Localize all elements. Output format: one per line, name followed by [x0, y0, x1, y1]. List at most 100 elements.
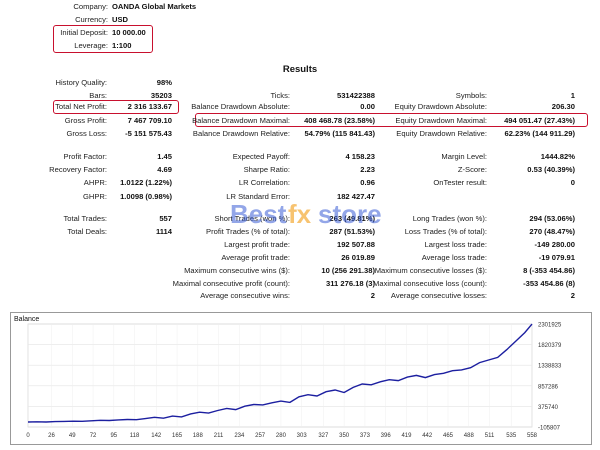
x-tick-label: 26: [48, 433, 55, 439]
stat-label: Equity Drawdown Absolute:: [394, 102, 487, 111]
stat-label: Expected Payoff:: [232, 152, 290, 161]
stat-value: 1.45: [157, 152, 172, 161]
x-tick-label: 488: [464, 433, 475, 439]
watermark-text-best: Best: [230, 199, 287, 229]
x-tick-label: 280: [276, 433, 287, 439]
stat-value: 62.23% (144 911.29): [504, 129, 575, 138]
bestfxstore-watermark: Best fx store: [220, 185, 390, 245]
stat-label: Maximal consecutive profit (count):: [172, 279, 290, 288]
x-tick-label: 72: [90, 433, 97, 439]
stat-value: 408 468.78 (23.58%): [304, 116, 375, 125]
x-tick-label: 95: [110, 433, 117, 439]
stat-label: Total Net Profit:: [55, 102, 107, 111]
stat-label: Gross Loss:: [66, 129, 107, 138]
deposit-value: 10 000.00: [112, 28, 146, 37]
stat-value: 0.96: [360, 178, 375, 187]
stat-label: Profit Trades (% of total):: [206, 227, 290, 236]
stat-label: Average consecutive wins:: [200, 291, 290, 300]
stat-label: Average profit trade:: [221, 253, 290, 262]
stat-value: -149 280.00: [534, 240, 575, 249]
stat-value: 1444.82%: [540, 152, 575, 161]
y-tick-label: 375740: [538, 405, 559, 411]
stat-label: Profit Factor:: [63, 152, 107, 161]
net-profit-highlight-box: [53, 100, 179, 114]
stat-label: Sharpe Ratio:: [243, 165, 290, 174]
stat-value: 0.53 (40.39%): [527, 165, 575, 174]
deposit-label: Initial Deposit:: [60, 28, 108, 37]
x-tick-label: 419: [401, 433, 412, 439]
leverage-value: 1:100: [112, 41, 132, 50]
stat-label: GHPR:: [82, 192, 107, 201]
company-value: OANDA Global Markets: [112, 2, 197, 11]
stat-label: OnTester result:: [433, 178, 487, 187]
stat-value: 557: [159, 214, 172, 223]
stat-label: Margin Level:: [441, 152, 487, 161]
stat-value: 1: [570, 91, 575, 100]
stat-value: 7 467 709.10: [127, 116, 172, 125]
stat-value: 0.00: [360, 102, 375, 111]
stat-label: Average consecutive losses:: [390, 291, 487, 300]
stat-label: Maximum consecutive losses ($):: [374, 266, 487, 275]
x-tick-label: 558: [527, 433, 538, 439]
x-tick-label: 327: [318, 433, 329, 439]
leverage-label: Leverage:: [74, 41, 108, 50]
stat-value: 98%: [156, 78, 172, 87]
x-tick-label: 535: [506, 433, 517, 439]
stat-value: 182 427.47: [336, 192, 375, 201]
stat-value: 192 507.88: [336, 240, 375, 249]
stat-value: 0: [570, 178, 575, 187]
x-tick-label: 49: [69, 433, 76, 439]
deposit-highlight-box: [53, 25, 153, 53]
y-tick-label: -105807: [538, 426, 561, 432]
y-tick-label: 1820379: [538, 343, 562, 349]
stat-label: History Quality:: [55, 78, 107, 87]
x-tick-label: 465: [443, 433, 454, 439]
y-tick-label: 1338833: [538, 364, 562, 370]
company-label: Company:: [73, 2, 108, 11]
stat-label: Maximum consecutive wins ($):: [184, 266, 290, 275]
stat-value: 494 051.47 (27.43%): [504, 116, 575, 125]
stat-value: 2: [370, 291, 375, 300]
x-tick-label: 0: [26, 433, 30, 439]
stat-value: 2 316 133.67: [127, 102, 172, 111]
stat-value: 531422388: [336, 91, 375, 100]
x-tick-label: 165: [172, 433, 183, 439]
x-tick-label: 188: [193, 433, 204, 439]
stat-label: Z-Score:: [457, 165, 487, 174]
x-tick-label: 442: [422, 433, 433, 439]
stat-value: 26 019.89: [341, 253, 375, 262]
watermark-text-store: store: [318, 199, 382, 229]
stat-label: Bars:: [89, 91, 107, 100]
stat-label: Average loss trade:: [421, 253, 487, 262]
x-tick-label: 257: [255, 433, 266, 439]
x-tick-label: 303: [297, 433, 308, 439]
stat-label: AHPR:: [83, 178, 107, 187]
chart-border: [10, 312, 592, 445]
x-tick-label: 118: [130, 433, 140, 439]
stat-value: 2.23: [360, 165, 375, 174]
stat-value: 287 (51.53%): [329, 227, 375, 236]
stat-label: Equity Drawdown Relative:: [396, 129, 487, 138]
balance-chart: Balance 2301925 1820379 1338833 857286 375740…: [10, 312, 592, 445]
balance-line: [27, 323, 533, 423]
stat-value: 8 (-353 454.86): [523, 266, 575, 275]
stat-value: 10 (256 291.38): [321, 266, 375, 275]
stat-value: 311 276.18 (3): [326, 279, 375, 288]
stat-label: LR Standard Error:: [226, 192, 290, 201]
stat-value: -353 454.86 (8): [523, 279, 575, 288]
results-title: Results: [282, 64, 318, 75]
stat-label: Balance Drawdown Absolute:: [191, 102, 290, 111]
stat-value: 1114: [155, 227, 172, 236]
stat-label: Ticks:: [270, 91, 290, 100]
y-tick-label: 2301925: [538, 323, 562, 329]
x-tick-label: 350: [339, 433, 350, 439]
currency-value: USD: [112, 15, 129, 24]
stat-label: Maximal consecutive loss (count):: [373, 279, 487, 288]
plot-area: [27, 323, 533, 428]
y-tick-label: 857286: [538, 384, 559, 390]
stat-value: -19 079.91: [538, 253, 575, 262]
stat-value: 206.30: [551, 102, 575, 111]
stat-value: 4 158.23: [345, 152, 375, 161]
x-tick-label: 211: [214, 433, 224, 439]
stat-value: 4.69: [157, 165, 172, 174]
